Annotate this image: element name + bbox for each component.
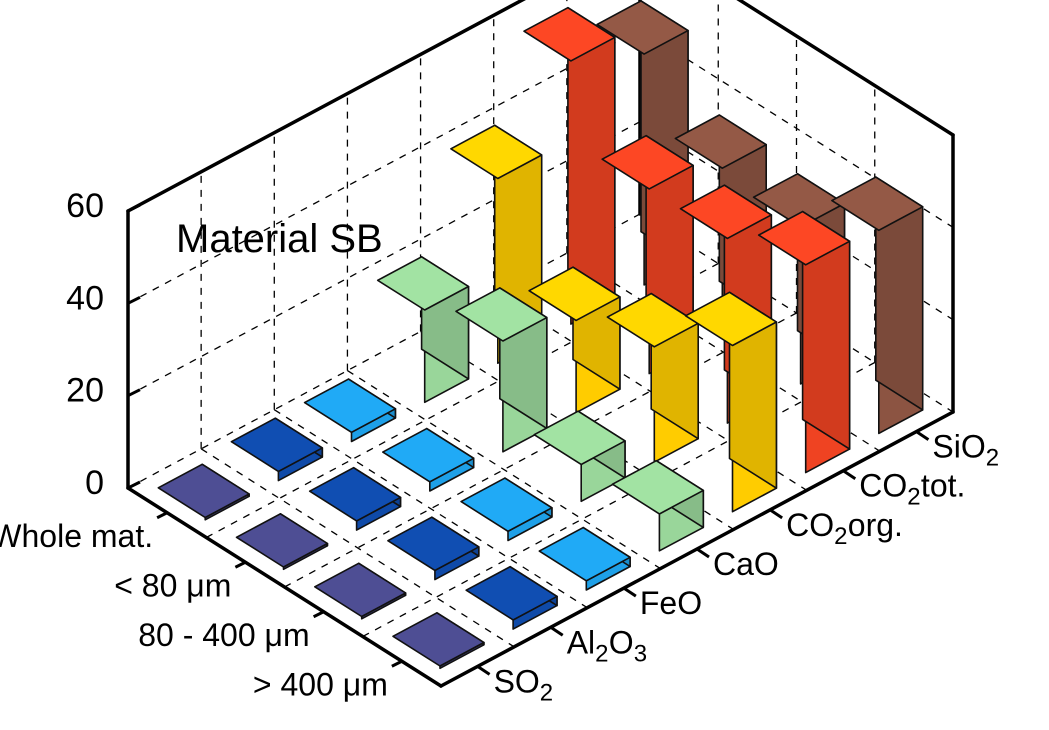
row-tick-mark [312, 610, 325, 619]
bar-CO2 org.-4 [684, 291, 778, 513]
bar-face-top [235, 512, 329, 568]
bar-face-top [831, 176, 924, 232]
z-tick-label: 20 [66, 372, 104, 410]
bar-CO2 tot.-1 [523, 6, 616, 325]
row-tick-mark [234, 560, 247, 569]
col-tick-mark [549, 626, 564, 637]
bar-face-top [450, 124, 543, 180]
col-tick-mark [915, 430, 930, 441]
axis-edge [126, 0, 526, 213]
bar-face-top [611, 459, 705, 515]
fraction-label: Whole mat. [0, 518, 153, 554]
z-tick-mark [127, 203, 141, 213]
z-tick-mark [127, 388, 141, 398]
bar-SO2-3 [313, 562, 407, 620]
component-label: SO2 [494, 663, 554, 706]
bar-CO2 tot.-2 [601, 134, 694, 375]
z-tick-mark [127, 480, 141, 490]
bar-face-top [674, 114, 768, 169]
row-tick-mark [156, 511, 168, 520]
bar-FeO-3 [460, 477, 553, 542]
bar-CO2 org.-2 [528, 266, 621, 414]
bar-Al2O3-3 [387, 516, 480, 581]
component-label: Al2 O3 [567, 624, 647, 667]
bar-CaO-1 [376, 255, 470, 404]
z-tick-label: 40 [66, 279, 104, 317]
col-tick-mark [842, 469, 857, 480]
bar-Al2O3-4 [465, 565, 558, 630]
col-tick-mark [769, 508, 783, 520]
z-tick-label: 0 [85, 464, 104, 502]
bar-face-top [230, 417, 324, 473]
bar-CO2 tot.-4 [757, 210, 851, 474]
bar-Al2O3-2 [308, 466, 402, 531]
z-tick-mark [127, 295, 141, 305]
col-tick-mark [476, 665, 491, 676]
bar-CaO-4 [611, 459, 705, 552]
bar-face-top [157, 463, 250, 519]
component-label: CaO [713, 546, 779, 582]
z-tick-label: 60 [66, 187, 104, 225]
bar-Al2O3-1 [230, 417, 324, 482]
row-tick-mark [391, 659, 403, 668]
bar-face-top [528, 266, 621, 322]
bar-face-top [684, 291, 778, 347]
bar-face-top [455, 287, 548, 342]
bars [157, 0, 924, 670]
axis-edge [126, 486, 443, 688]
axis-edge [736, 0, 955, 137]
fraction-label: > 400 μm [253, 666, 388, 702]
bar-CaO-2 [455, 287, 548, 453]
bar-FeO-1 [303, 378, 397, 443]
bar-face-top [465, 565, 558, 621]
grid-line-floor-col [273, 409, 588, 609]
bar-face-top [313, 562, 407, 618]
bar-SiO2-4 [831, 176, 924, 435]
bar-face-top [308, 466, 402, 522]
bar-face-top [381, 427, 475, 483]
col-tick-mark [696, 547, 710, 559]
bar-face-top [596, 0, 689, 55]
fraction-label: < 80 μm [114, 567, 231, 603]
fraction-label: 80 - 400 μm [138, 617, 309, 653]
grid-line-floor-col [200, 448, 515, 648]
bar-SO2-4 [392, 611, 485, 670]
bar-FeO-4 [538, 526, 631, 591]
bar-face-top [601, 134, 694, 190]
bar-face-top [460, 477, 553, 533]
component-label: SiO2 [932, 429, 999, 472]
component-label: CO2 tot. [859, 468, 965, 511]
bar-CO2 org.-3 [606, 292, 700, 464]
bar-face-top [533, 410, 626, 466]
bar-face-top [376, 255, 470, 311]
bar-CaO-3 [533, 410, 626, 503]
bar-face-top [523, 6, 616, 62]
bar-face-top [387, 516, 480, 572]
bar-face-top [392, 611, 485, 667]
grid-line-floor-row [362, 361, 876, 638]
grid-line-back-z [127, 28, 641, 304]
bar-face-top [303, 378, 397, 434]
bar-face-top [538, 526, 631, 582]
col-tick-mark [623, 586, 637, 598]
bar-face-top [679, 184, 773, 240]
bar-SO2-1 [157, 463, 250, 521]
bar-SO2-2 [235, 512, 329, 571]
component-label: CO2 org. [786, 507, 903, 550]
component-label: FeO [640, 585, 702, 621]
axis-labels: 0 20 40 60 Whole mat. < 80 μm 80 - 400 μm > 400… [0, 187, 999, 706]
grid-line-floor-col [347, 370, 661, 570]
chart-title: Material SB [176, 217, 383, 261]
bar-face-top [757, 210, 851, 266]
bar-FeO-2 [381, 427, 475, 492]
